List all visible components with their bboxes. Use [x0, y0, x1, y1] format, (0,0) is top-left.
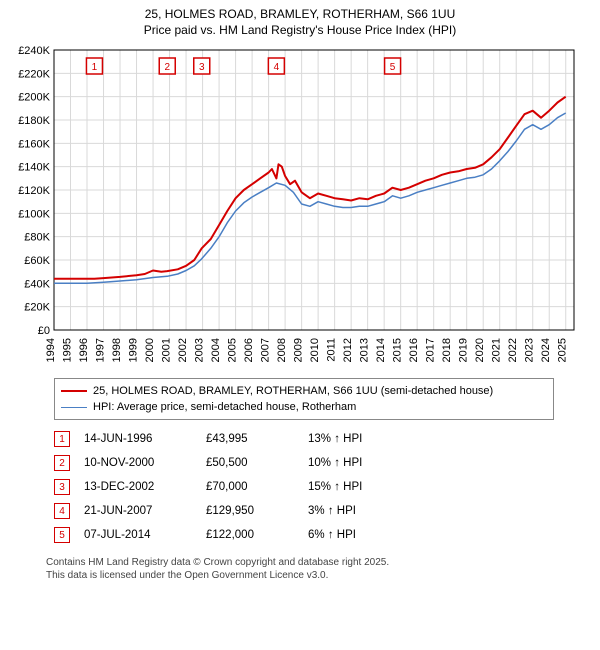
- svg-text:1999: 1999: [128, 338, 140, 362]
- svg-text:2022: 2022: [507, 338, 519, 362]
- title-line-2: Price paid vs. HM Land Registry's House …: [8, 22, 592, 38]
- svg-text:£60K: £60K: [24, 255, 50, 267]
- sale-marker: 1: [54, 431, 70, 447]
- svg-text:2000: 2000: [144, 338, 156, 362]
- sale-pct: 10% ↑ HPI: [302, 452, 442, 474]
- sale-date: 07-JUL-2014: [78, 524, 198, 546]
- svg-text:2008: 2008: [276, 338, 288, 362]
- sale-price: £129,950: [200, 500, 300, 522]
- svg-text:2016: 2016: [408, 338, 420, 362]
- svg-text:2004: 2004: [210, 338, 222, 362]
- sale-pct: 13% ↑ HPI: [302, 428, 442, 450]
- sale-price: £70,000: [200, 476, 300, 498]
- table-row: 4 21-JUN-2007£129,9503% ↑ HPI: [48, 500, 442, 522]
- svg-text:2017: 2017: [425, 338, 437, 362]
- table-row: 2 10-NOV-2000£50,50010% ↑ HPI: [48, 452, 442, 474]
- sale-pct: 15% ↑ HPI: [302, 476, 442, 498]
- sale-date: 14-JUN-1996: [78, 428, 198, 450]
- legend-swatch: [61, 407, 87, 409]
- svg-text:£20K: £20K: [24, 302, 50, 314]
- svg-text:2003: 2003: [194, 338, 206, 362]
- svg-text:£140K: £140K: [18, 162, 50, 174]
- svg-text:2001: 2001: [161, 338, 173, 362]
- price-chart: £0 £20K £40K £60K £80K £100K £120K £140K £160K £1…: [8, 42, 592, 372]
- svg-text:2023: 2023: [524, 338, 536, 362]
- svg-text:£200K: £200K: [18, 92, 50, 104]
- svg-text:2015: 2015: [392, 338, 404, 362]
- legend-label: 25, HOLMES ROAD, BRAMLEY, ROTHERHAM, S66…: [93, 385, 493, 397]
- svg-text:£100K: £100K: [18, 209, 50, 221]
- svg-text:2012: 2012: [342, 338, 354, 362]
- legend-item: HPI: Average price, semi-detached house,…: [61, 399, 547, 415]
- svg-text:£80K: £80K: [24, 232, 50, 244]
- sale-marker: 5: [54, 527, 70, 543]
- svg-text:2024: 2024: [540, 338, 552, 362]
- table-row: 5 07-JUL-2014£122,0006% ↑ HPI: [48, 524, 442, 546]
- title-line-1: 25, HOLMES ROAD, BRAMLEY, ROTHERHAM, S66…: [8, 6, 592, 22]
- svg-text:2: 2: [164, 62, 170, 73]
- svg-text:2011: 2011: [326, 338, 338, 362]
- sale-date: 21-JUN-2007: [78, 500, 198, 522]
- svg-text:2025: 2025: [557, 338, 569, 362]
- sale-price: £122,000: [200, 524, 300, 546]
- svg-text:1995: 1995: [62, 338, 74, 362]
- svg-text:£160K: £160K: [18, 139, 50, 151]
- svg-text:1994: 1994: [45, 338, 57, 362]
- legend: 25, HOLMES ROAD, BRAMLEY, ROTHERHAM, S66…: [54, 378, 554, 420]
- svg-text:£180K: £180K: [18, 115, 50, 127]
- sale-marker: 3: [54, 479, 70, 495]
- legend-swatch: [61, 390, 87, 392]
- sales-table: 1 14-JUN-1996£43,99513% ↑ HPI 2 10-NOV-2000…: [46, 426, 444, 548]
- svg-text:2014: 2014: [375, 338, 387, 362]
- legend-item: 25, HOLMES ROAD, BRAMLEY, ROTHERHAM, S66…: [61, 383, 547, 399]
- svg-text:2006: 2006: [243, 338, 255, 362]
- svg-text:2018: 2018: [441, 338, 453, 362]
- svg-text:2013: 2013: [359, 338, 371, 362]
- svg-text:3: 3: [199, 62, 205, 73]
- sale-date: 10-NOV-2000: [78, 452, 198, 474]
- svg-text:2009: 2009: [293, 338, 305, 362]
- svg-text:£240K: £240K: [18, 45, 50, 57]
- sale-price: £50,500: [200, 452, 300, 474]
- svg-text:2021: 2021: [491, 338, 503, 362]
- sale-date: 13-DEC-2002: [78, 476, 198, 498]
- footnote-line: Contains HM Land Registry data © Crown c…: [46, 556, 592, 569]
- footnote: Contains HM Land Registry data © Crown c…: [46, 556, 592, 582]
- svg-text:2002: 2002: [177, 338, 189, 362]
- svg-text:2019: 2019: [458, 338, 470, 362]
- sale-marker: 4: [54, 503, 70, 519]
- svg-text:1996: 1996: [78, 338, 90, 362]
- legend-label: HPI: Average price, semi-detached house,…: [93, 401, 356, 413]
- sale-pct: 6% ↑ HPI: [302, 524, 442, 546]
- svg-text:2007: 2007: [260, 338, 272, 362]
- svg-text:2010: 2010: [309, 338, 321, 362]
- sale-marker: 2: [54, 455, 70, 471]
- table-row: 1 14-JUN-1996£43,99513% ↑ HPI: [48, 428, 442, 450]
- svg-text:1: 1: [92, 62, 98, 73]
- svg-text:£120K: £120K: [18, 185, 50, 197]
- svg-text:1997: 1997: [95, 338, 107, 362]
- svg-text:£0: £0: [38, 325, 50, 337]
- svg-text:1998: 1998: [111, 338, 123, 362]
- sale-price: £43,995: [200, 428, 300, 450]
- svg-text:2020: 2020: [474, 338, 486, 362]
- svg-text:2005: 2005: [227, 338, 239, 362]
- svg-text:5: 5: [390, 62, 396, 73]
- table-row: 3 13-DEC-2002£70,00015% ↑ HPI: [48, 476, 442, 498]
- svg-text:£220K: £220K: [18, 69, 50, 81]
- sale-pct: 3% ↑ HPI: [302, 500, 442, 522]
- footnote-line: This data is licensed under the Open Gov…: [46, 569, 592, 582]
- svg-text:4: 4: [274, 62, 280, 73]
- svg-text:£40K: £40K: [24, 279, 50, 291]
